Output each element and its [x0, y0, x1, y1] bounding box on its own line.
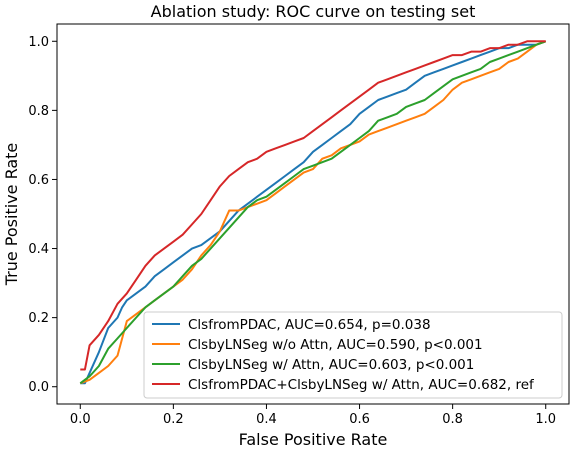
series-line-0: [80, 40, 547, 385]
x-tick-label: 0.8: [442, 412, 463, 427]
legend-box: [143, 311, 563, 399]
chart-title: Ablation study: ROC curve on testing set: [151, 2, 476, 21]
y-tick-label: 0.8: [28, 104, 49, 119]
series-line-2: [79, 40, 547, 385]
y-axis: 0.0 0.2 0.4 0.6 0.8 1.0: [28, 35, 57, 395]
y-tick-label: 0.2: [28, 311, 49, 326]
x-tick-label: 0.0: [70, 412, 91, 427]
legend-entry-0: ClsfromPDAC, AUC=0.654, p=0.038: [188, 317, 431, 333]
x-axis: 0.0 0.2 0.4 0.6 0.8 1.0: [70, 404, 556, 427]
y-tick-label: 0.0: [28, 380, 49, 395]
x-tick-label: 0.6: [349, 412, 370, 427]
legend-entry-3: ClsfromPDAC+ClsbyLNSeg w/ Attn, AUC=0.68…: [188, 377, 535, 393]
x-tick-label: 0.4: [256, 412, 277, 427]
legend-entry-2: ClsbyLNSeg w/ Attn, AUC=0.603, p<0.001: [188, 357, 474, 373]
series-line-3: [80, 40, 546, 371]
x-tick-label: 0.2: [163, 412, 184, 427]
legend: ClsfromPDAC, AUC=0.654, p=0.038 ClsbyLNSe…: [143, 311, 563, 399]
y-tick-label: 1.0: [28, 35, 49, 50]
x-axis-label: False Positive Rate: [239, 430, 388, 449]
x-tick-label: 1.0: [535, 412, 556, 427]
legend-entry-1: ClsbyLNSeg w/o Attn, AUC=0.590, p<0.001: [188, 337, 483, 353]
y-axis-label: True Positive Rate: [2, 143, 21, 287]
plot-frame: [56, 23, 570, 405]
series-layer: [79, 40, 547, 385]
y-tick-label: 0.6: [28, 173, 49, 188]
y-tick-label: 0.4: [28, 242, 49, 257]
